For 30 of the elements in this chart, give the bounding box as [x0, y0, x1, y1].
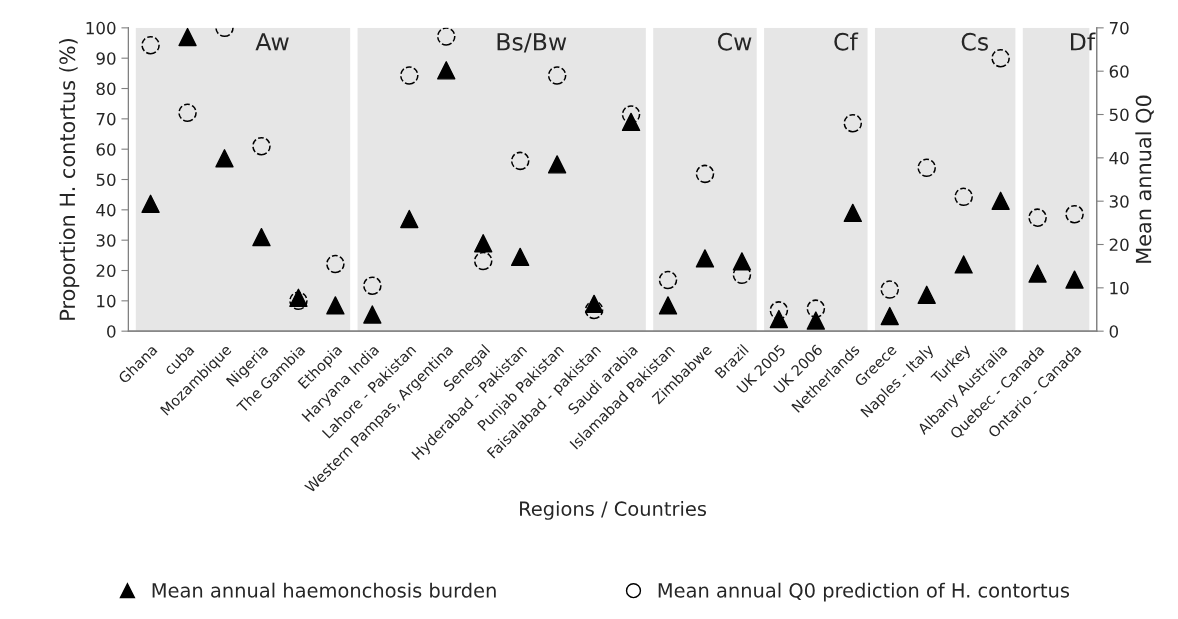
y2-axis-title: Mean annual Q0 — [1135, 95, 1154, 263]
band-label: Df — [1071, 32, 1096, 51]
y2-tick-label: 60 — [1109, 65, 1129, 78]
band-label: Cf — [834, 32, 859, 51]
y-tick-label: 0 — [107, 325, 116, 338]
y-axis-title: Proportion H. contortus (%) — [59, 39, 80, 320]
y2-tick-label: 0 — [1109, 325, 1119, 338]
band-label: Cs — [961, 32, 988, 51]
y-tick-label: 40 — [96, 203, 116, 217]
y2-tick-label: 70 — [1109, 21, 1129, 35]
band-label: Aw — [255, 33, 289, 51]
y-tick-label: 60 — [96, 143, 116, 156]
y-tick-label: 50 — [96, 173, 116, 187]
y-tick-label: 30 — [96, 234, 116, 247]
band-label: Bs/Bw — [497, 33, 567, 53]
y-tick-label: 90 — [96, 52, 116, 65]
y-tick-label: 80 — [96, 82, 116, 96]
y2-tick-label: 50 — [1109, 108, 1129, 122]
y-tick-label: 100 — [86, 21, 116, 35]
x-axis-title: Regions / Countries — [520, 501, 707, 520]
y2-tick-label: 10 — [1110, 281, 1129, 295]
legend-label: Mean annual Q0 prediction of H. contortus — [658, 582, 1070, 602]
y2-tick-label: 40 — [1109, 151, 1129, 165]
y2-tick-label: 20 — [1109, 238, 1129, 252]
legend-label: Mean annual haemonchosis burden — [152, 582, 496, 598]
y2-tick-label: 30 — [1109, 195, 1129, 208]
y-tick-label: 70 — [96, 112, 116, 126]
y-tick-label: 20 — [96, 264, 116, 278]
band-label: Cw — [717, 32, 752, 51]
y-tick-label: 10 — [97, 294, 116, 308]
